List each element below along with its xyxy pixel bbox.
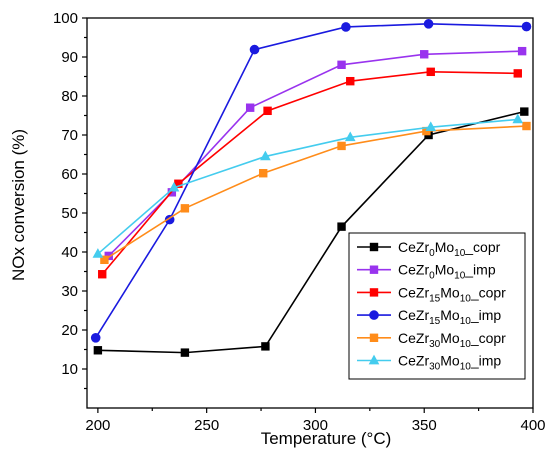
series-line [95,23,527,339]
data-point [180,204,190,213]
series-2 [98,67,522,279]
legend-marker [368,354,380,365]
legend-marker [369,265,379,274]
series-line [97,118,518,255]
legend-label: CeZr0Mo10_imp [398,262,496,282]
legend-marker [369,333,379,342]
y-tick-label: 40 [61,244,78,261]
data-point [341,22,351,32]
y-tick-label: 80 [61,88,78,105]
data-point [426,67,435,77]
series-4 [100,121,531,264]
data-point [92,248,104,258]
y-tick-label: 10 [61,361,78,378]
data-point [423,19,434,29]
data-point [420,50,429,59]
x-tick-label: 200 [85,417,110,434]
x-axis-title: Temperature (°C) [261,429,392,448]
y-tick-label: 70 [61,127,78,144]
data-point [520,107,529,116]
y-tick-label: 100 [53,10,78,27]
x-tick-label: 250 [194,417,219,434]
legend-label: CeZr0Mo10_copr [398,239,501,259]
legend-box [348,232,526,380]
data-point [337,60,346,69]
data-point [249,44,260,55]
data-point [337,141,346,151]
y-tick-label: 50 [61,205,78,222]
data-point [263,106,272,116]
data-point [259,169,268,178]
y-tick-label: 30 [61,283,78,300]
data-point [98,270,107,279]
data-point [93,346,103,355]
series-1 [104,46,527,261]
data-point [344,131,356,142]
data-point [90,333,101,343]
data-point [522,121,531,131]
data-point [512,113,524,124]
series-3 [90,19,532,343]
data-point [104,251,113,261]
legend-label: CeZr15Mo10_imp [398,307,501,327]
data-point [174,179,183,188]
legend: CeZr0Mo10_copr CeZr0Mo10_impCeZr15Mo10_co… [348,232,526,380]
x-tick-label: 400 [520,417,545,434]
legend-label: CeZr30Mo10_copr [398,330,506,350]
series-line [101,71,518,275]
data-point [425,121,437,132]
series-5 [92,113,524,258]
y-axis-title: NOx conversion (%) [9,129,28,281]
data-point [517,46,527,56]
data-point [168,181,180,192]
x-tick-label: 350 [412,417,437,434]
data-point [100,255,109,264]
y-tick-label: 90 [61,49,78,66]
legend-label: CeZr30Mo10_imp [398,353,501,373]
y-tick-label: 20 [61,322,78,339]
data-point [337,222,346,231]
data-point [261,342,270,351]
series-line [103,125,527,261]
legend-label: CeZr15Mo10_copr [398,284,506,304]
data-point [521,21,532,32]
legend-marker [369,288,379,297]
data-point [180,348,190,357]
x-tick-label: 300 [303,417,328,434]
plot-axes: 200 250 300 350 400 10 20 30 40 50 60 70 80 90 100 [53,10,546,434]
series-line [97,110,525,354]
y-tick-label: 60 [61,166,78,183]
data-point [260,150,271,161]
data-point [346,76,355,86]
series-layer [90,19,532,357]
data-point [245,103,255,112]
legend-marker [369,310,379,320]
series-line [108,50,523,257]
legend-marker [369,242,379,252]
data-point [513,69,522,78]
data-point [422,126,431,136]
